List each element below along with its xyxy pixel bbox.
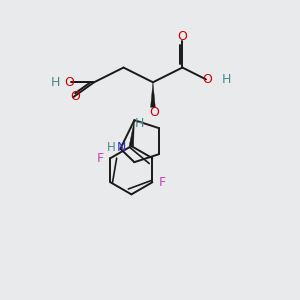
Text: F: F <box>97 152 104 165</box>
Text: O: O <box>64 76 74 89</box>
Text: N: N <box>117 141 127 154</box>
Polygon shape <box>129 120 134 146</box>
Text: F: F <box>159 176 166 189</box>
Text: O: O <box>202 73 212 86</box>
Text: O: O <box>178 30 187 43</box>
Text: H: H <box>222 73 231 86</box>
Text: O: O <box>149 106 159 119</box>
Text: H: H <box>107 141 116 154</box>
Text: H: H <box>51 76 61 89</box>
Text: O: O <box>70 91 80 103</box>
Text: H: H <box>135 117 144 130</box>
Polygon shape <box>151 82 155 107</box>
